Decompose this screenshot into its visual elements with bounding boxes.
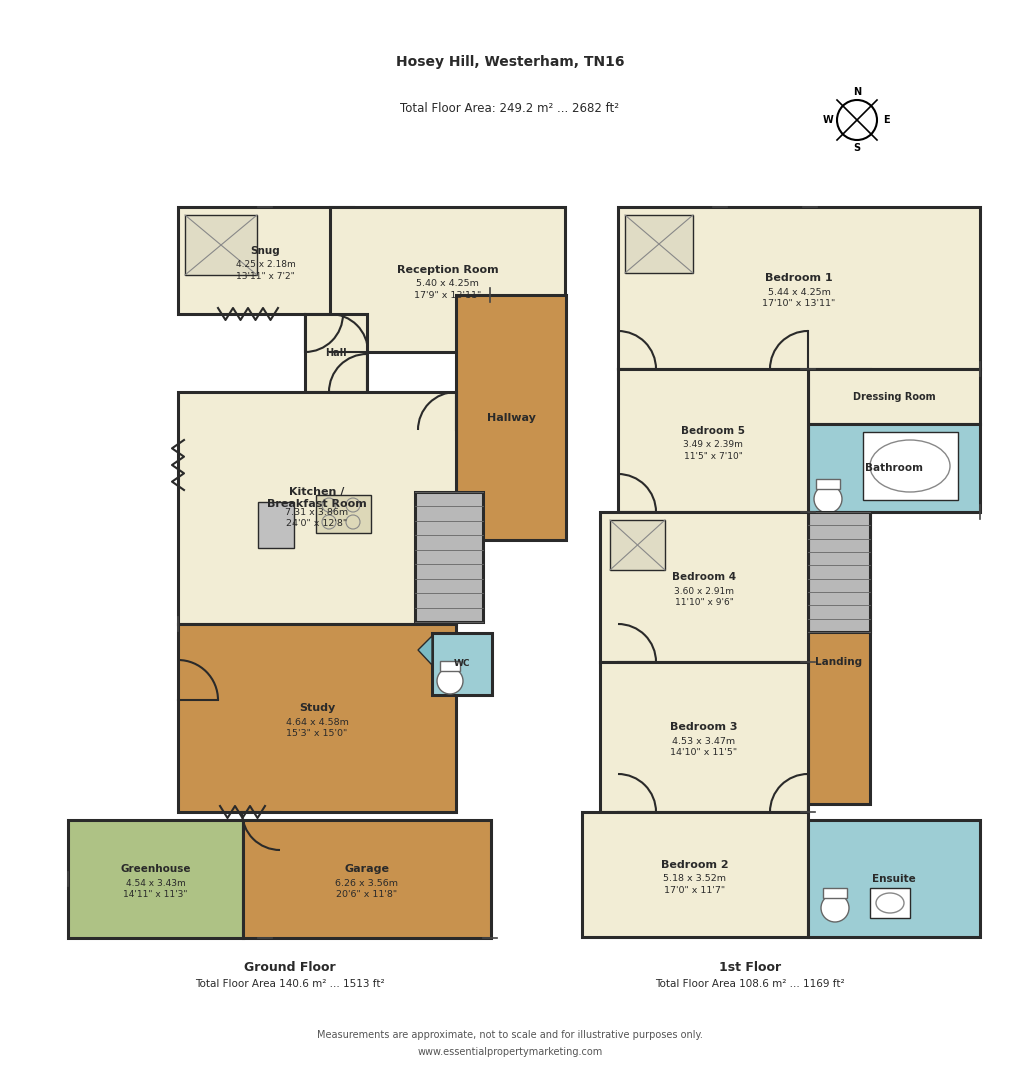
Bar [439, 661, 460, 670]
Bar [869, 888, 909, 918]
Text: E: E [881, 115, 889, 124]
Text: Greenhouse: Greenhouse [120, 864, 191, 874]
Text: Snug: Snug [251, 246, 280, 256]
Text: Hallway: Hallway [486, 413, 535, 423]
Text: Total Floor Area 140.6 m² ... 1513 ft²: Total Floor Area 140.6 m² ... 1513 ft² [195, 980, 384, 989]
Text: WC: WC [453, 660, 470, 668]
Bar [807, 369, 869, 804]
Text: 5.40 x 4.25m
17'9" x 13'11": 5.40 x 4.25m 17'9" x 13'11" [414, 280, 481, 299]
Polygon shape [418, 636, 432, 665]
Bar [599, 512, 807, 662]
Bar [618, 207, 979, 369]
Text: Bedroom 1: Bedroom 1 [764, 273, 832, 283]
Text: Bathroom: Bathroom [864, 463, 922, 473]
Bar [625, 215, 692, 273]
Text: 1st Floor: 1st Floor [718, 961, 781, 974]
Bar [178, 207, 353, 314]
Bar [415, 492, 483, 622]
Bar [582, 812, 807, 937]
Text: Total Floor Area 108.6 m² ... 1169 ft²: Total Floor Area 108.6 m² ... 1169 ft² [654, 980, 844, 989]
Bar [178, 392, 455, 624]
Bar [807, 512, 869, 632]
Text: Bedroom 2: Bedroom 2 [660, 859, 729, 869]
Text: N: N [852, 87, 860, 97]
Text: 7.31 x 3.86m
24'0" x 12'8": 7.31 x 3.86m 24'0" x 12'8" [285, 508, 348, 529]
Text: 5.18 x 3.52m
17'0" x 11'7": 5.18 x 3.52m 17'0" x 11'7" [662, 875, 726, 894]
Bar [609, 520, 664, 570]
Bar [822, 888, 846, 898]
Text: 3.60 x 2.91m
11'10" x 9'6": 3.60 x 2.91m 11'10" x 9'6" [674, 587, 734, 607]
Bar [305, 314, 367, 392]
Circle shape [436, 668, 463, 695]
Ellipse shape [875, 893, 903, 913]
Text: 4.64 x 4.58m
15'3" x 15'0": 4.64 x 4.58m 15'3" x 15'0" [285, 717, 348, 738]
Text: Study: Study [299, 703, 335, 713]
Bar [330, 207, 565, 352]
Text: 3.49 x 2.39m
11'5" x 7'10": 3.49 x 2.39m 11'5" x 7'10" [683, 440, 742, 461]
Bar [807, 424, 979, 512]
Text: Bedroom 5: Bedroom 5 [681, 426, 744, 436]
Text: 4.25 x 2.18m
13'11" x 7'2": 4.25 x 2.18m 13'11" x 7'2" [235, 261, 296, 281]
Bar [243, 820, 490, 938]
Text: 6.26 x 3.56m
20'6" x 11'8": 6.26 x 3.56m 20'6" x 11'8" [335, 879, 398, 899]
Text: W: W [821, 115, 833, 124]
Text: Bedroom 4: Bedroom 4 [672, 572, 736, 582]
Text: Hall: Hall [325, 348, 346, 358]
Text: Ground Floor: Ground Floor [244, 961, 335, 974]
Bar [184, 215, 257, 275]
Text: Reception Room: Reception Room [396, 264, 498, 274]
Text: Ensuite: Ensuite [871, 874, 915, 883]
Bar [807, 369, 979, 424]
Bar [618, 369, 807, 512]
Ellipse shape [869, 440, 949, 492]
Bar [316, 495, 371, 533]
Text: Bedroom 3: Bedroom 3 [669, 722, 737, 732]
Bar [258, 502, 293, 548]
Bar [455, 295, 566, 541]
Bar [178, 624, 455, 812]
Text: Kitchen /
Breakfast Room: Kitchen / Breakfast Room [267, 487, 367, 509]
Bar [599, 662, 807, 812]
Circle shape [820, 894, 848, 922]
Text: Hosey Hill, Westerham, TN16: Hosey Hill, Westerham, TN16 [395, 55, 624, 69]
Text: 4.53 x 3.47m
14'10" x 11'5": 4.53 x 3.47m 14'10" x 11'5" [669, 737, 737, 757]
Text: Landing: Landing [814, 657, 862, 667]
Text: Total Floor Area: 249.2 m² ... 2682 ft²: Total Floor Area: 249.2 m² ... 2682 ft² [400, 102, 619, 115]
Text: www.essentialpropertymarketing.com: www.essentialpropertymarketing.com [417, 1047, 602, 1057]
Bar [862, 432, 957, 500]
Bar [432, 633, 491, 695]
Circle shape [813, 485, 841, 513]
Bar [807, 820, 979, 937]
Text: 4.54 x 3.43m
14'11" x 11'3": 4.54 x 3.43m 14'11" x 11'3" [123, 879, 187, 899]
Text: Measurements are approximate, not to scale and for illustrative purposes only.: Measurements are approximate, not to sca… [317, 1030, 702, 1040]
Text: S: S [853, 143, 860, 153]
Bar [815, 479, 840, 489]
Text: 5.44 x 4.25m
17'10" x 13'11": 5.44 x 4.25m 17'10" x 13'11" [761, 288, 835, 308]
Text: Dressing Room: Dressing Room [852, 392, 934, 402]
Text: Garage: Garage [344, 864, 389, 874]
Bar [68, 820, 243, 938]
